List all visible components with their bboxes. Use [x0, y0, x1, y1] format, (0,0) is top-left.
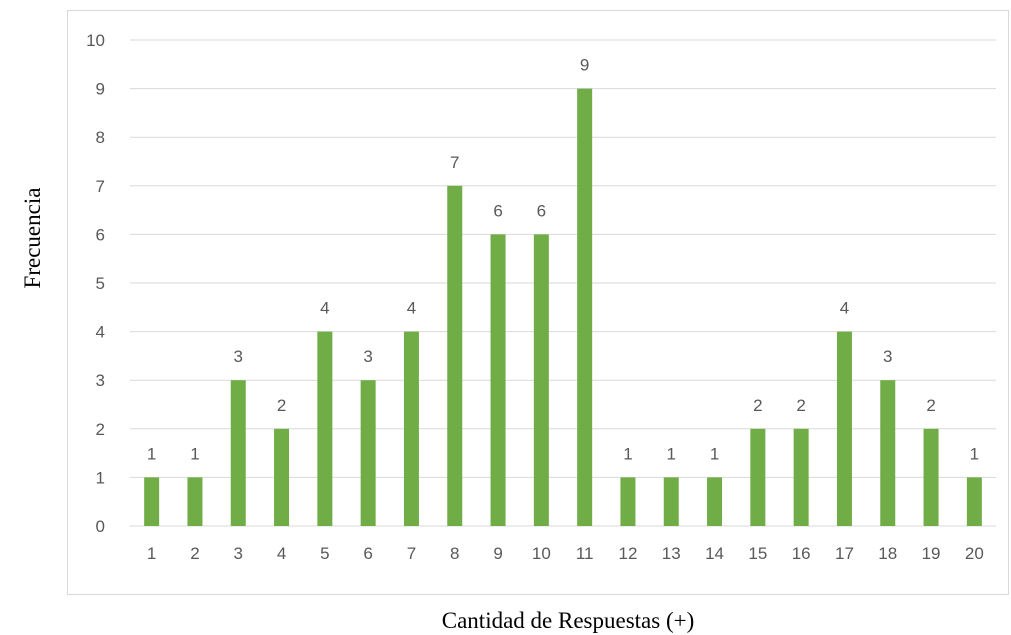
data-label-19: 2 — [926, 396, 935, 415]
x-tick-label-4: 4 — [277, 544, 286, 563]
data-label-1: 1 — [147, 444, 156, 463]
data-label-2: 1 — [190, 444, 199, 463]
bar-2 — [187, 477, 203, 526]
bar-15 — [750, 428, 766, 526]
y-tick-label: 1 — [96, 468, 105, 487]
x-tick-label-6: 6 — [363, 544, 372, 563]
bar-3 — [230, 380, 246, 526]
x-tick-label-8: 8 — [450, 544, 459, 563]
data-label-14: 1 — [710, 444, 719, 463]
bar-5 — [317, 331, 333, 526]
bar-14 — [707, 477, 723, 526]
data-label-18: 3 — [883, 347, 892, 366]
bar-8 — [447, 185, 463, 527]
y-axis-title: Frecuencia — [20, 188, 45, 289]
y-tick-label: 6 — [96, 225, 105, 244]
x-tick-label-1: 1 — [147, 544, 156, 563]
data-label-20: 1 — [970, 444, 979, 463]
data-labels: 1 1 3 2 4 3 4 7 6 6 9 1 1 1 2 2 4 3 2 1 — [147, 56, 979, 464]
bars — [144, 88, 982, 527]
data-label-15: 2 — [753, 396, 762, 415]
bar-7 — [403, 331, 419, 526]
bar-1 — [144, 477, 160, 526]
data-label-4: 2 — [277, 396, 286, 415]
bar-17 — [836, 331, 852, 526]
bar-16 — [793, 428, 809, 526]
x-tick-label-20: 20 — [965, 544, 984, 563]
x-tick-label-13: 13 — [662, 544, 681, 563]
data-label-9: 6 — [493, 201, 502, 220]
x-tick-label-3: 3 — [234, 544, 243, 563]
data-label-12: 1 — [623, 444, 632, 463]
data-label-3: 3 — [234, 347, 243, 366]
bar-10 — [533, 234, 549, 526]
x-tick-label-18: 18 — [878, 544, 897, 563]
data-label-17: 4 — [840, 299, 849, 318]
y-tick-label: 2 — [96, 420, 105, 439]
bar-6 — [360, 380, 376, 526]
data-label-8: 7 — [450, 153, 459, 172]
x-tick-label-17: 17 — [835, 544, 854, 563]
bar-13 — [663, 477, 679, 526]
x-tick-label-9: 9 — [493, 544, 502, 563]
bar-12 — [620, 477, 636, 526]
x-tick-label-15: 15 — [748, 544, 767, 563]
data-label-16: 2 — [796, 396, 805, 415]
data-label-11: 9 — [580, 56, 589, 75]
bar-4 — [274, 428, 290, 526]
y-tick-label: 8 — [96, 128, 105, 147]
data-label-13: 1 — [667, 444, 676, 463]
y-tick-label: 3 — [96, 371, 105, 390]
bar-9 — [490, 234, 506, 526]
data-label-7: 4 — [407, 299, 416, 318]
x-tick-label-11: 11 — [576, 544, 594, 563]
data-label-10: 6 — [537, 201, 546, 220]
x-tick-label-19: 19 — [922, 544, 941, 563]
x-axis-ticks: 1 2 3 4 5 6 7 8 9 10 11 12 13 14 15 16 17 18 19 20 — [147, 544, 984, 563]
x-tick-label-12: 12 — [618, 544, 637, 563]
bar-11 — [577, 88, 593, 526]
x-tick-label-16: 16 — [792, 544, 811, 563]
y-tick-label: 0 — [96, 517, 105, 536]
x-tick-label-14: 14 — [705, 544, 724, 563]
x-tick-label-2: 2 — [190, 544, 199, 563]
data-label-5: 4 — [320, 299, 329, 318]
y-tick-label: 5 — [96, 274, 105, 293]
y-axis-ticks: 0 1 2 3 4 5 6 7 8 9 10 — [86, 31, 105, 536]
bar-18 — [880, 380, 896, 526]
bar-19 — [923, 428, 939, 526]
bar-20 — [966, 477, 982, 526]
gridlines — [130, 39, 996, 527]
y-tick-label: 7 — [96, 177, 105, 196]
x-tick-label-10: 10 — [532, 544, 551, 563]
x-axis-title: Cantidad de Respuestas (+) — [442, 608, 695, 633]
x-tick-label-5: 5 — [320, 544, 329, 563]
y-tick-label: 10 — [86, 31, 105, 50]
chart-area-border — [67, 10, 1009, 595]
y-tick-label: 9 — [96, 80, 105, 99]
x-tick-label-7: 7 — [407, 544, 416, 563]
data-label-6: 3 — [363, 347, 372, 366]
y-tick-label: 4 — [96, 323, 105, 342]
